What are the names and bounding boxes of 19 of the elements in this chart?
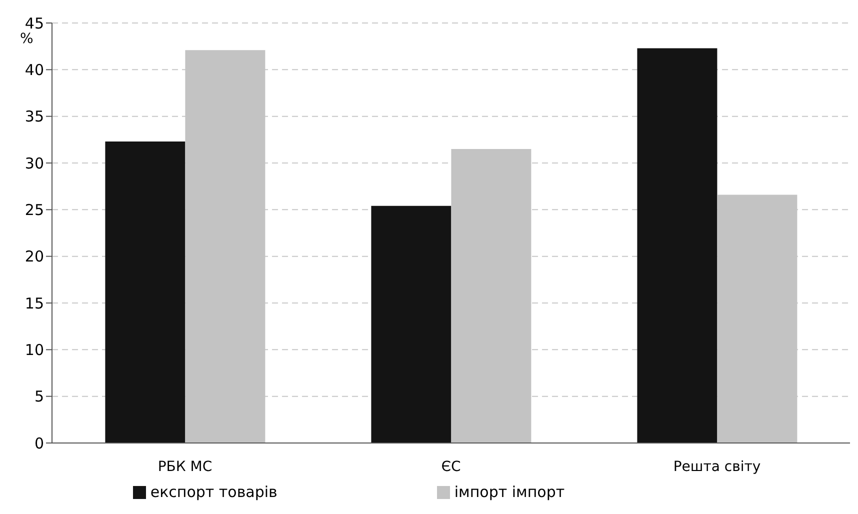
y-tick-label: 5: [34, 388, 44, 406]
y-tick-label: 40: [24, 60, 44, 79]
legend-label: імпорт імпорт: [454, 483, 565, 501]
y-tick-label: 30: [24, 154, 44, 172]
bar: [105, 142, 186, 443]
y-tick-label: 0: [34, 434, 44, 452]
bar: [637, 48, 718, 443]
y-tick-label: 20: [24, 248, 44, 266]
x-tick-label: РБК МС: [158, 458, 212, 475]
y-axis-title: %: [20, 30, 34, 47]
x-tick-label: ЄС: [441, 458, 461, 475]
bar: [371, 206, 452, 443]
x-tick-label: Решта світу: [673, 458, 761, 475]
y-tick-label: 35: [24, 108, 44, 126]
y-tick-label: 45: [24, 14, 44, 32]
y-tick-label: 15: [24, 294, 44, 312]
legend-label: експорт товарів: [150, 483, 278, 501]
y-tick-label: 25: [24, 200, 44, 219]
y-tick-label: 10: [24, 340, 44, 359]
